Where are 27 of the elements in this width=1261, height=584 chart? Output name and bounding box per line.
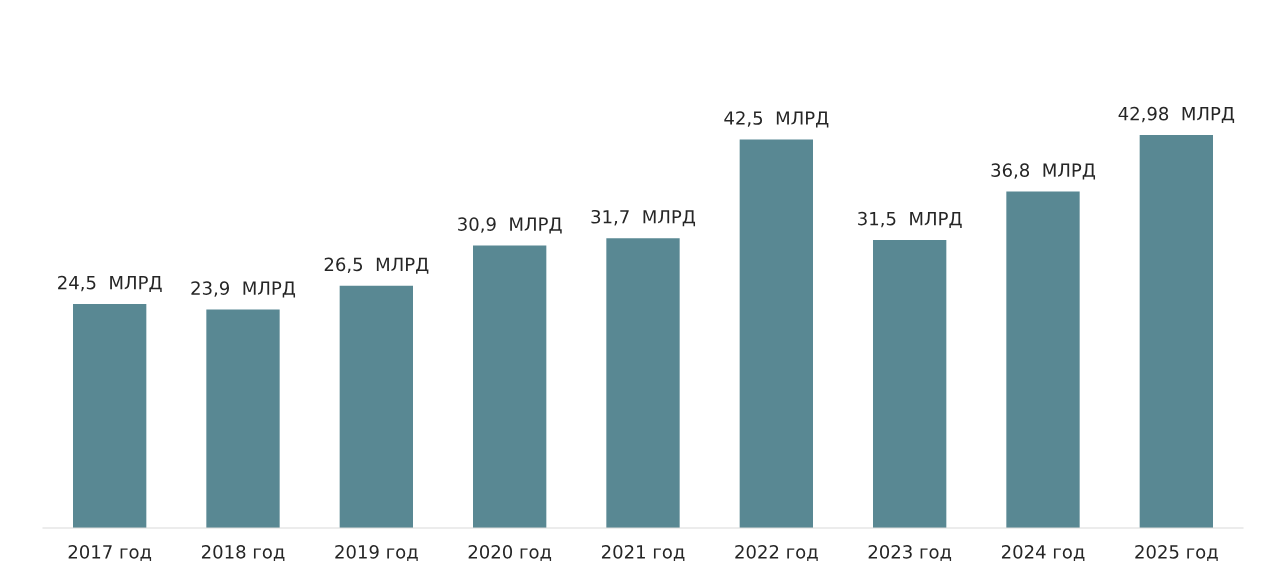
x-tick-label: 2025 год bbox=[1135, 544, 1218, 561]
x-tick-label: 2020 год bbox=[468, 544, 552, 561]
x-tick-label: 2021 год bbox=[601, 544, 685, 561]
data-label: 31,5 МЛРД bbox=[858, 211, 962, 228]
x-tick-label: 2017 год bbox=[68, 544, 152, 561]
bar bbox=[73, 304, 147, 528]
bar bbox=[206, 309, 280, 528]
x-tick-label: 2019 год bbox=[335, 544, 418, 561]
data-label: 23,9 МЛРД bbox=[191, 281, 296, 298]
bar bbox=[739, 139, 813, 528]
bar bbox=[339, 285, 413, 528]
data-label: 36,8 МЛРД bbox=[991, 163, 1096, 180]
x-tick-label: 2023 год bbox=[868, 544, 952, 561]
bar bbox=[1139, 135, 1213, 528]
data-label: 26,5 МЛРД bbox=[324, 257, 429, 274]
data-label: 42,98 МЛРД bbox=[1118, 106, 1235, 124]
bar bbox=[606, 238, 680, 528]
bar bbox=[873, 240, 947, 528]
bar bbox=[1006, 191, 1080, 528]
data-label: 24,5 МЛРД bbox=[58, 275, 162, 292]
data-label: 42,5 МЛРД bbox=[724, 111, 829, 128]
data-label: 31,7 МЛРД bbox=[591, 209, 696, 227]
bar bbox=[473, 245, 547, 528]
x-tick-label: 2018 год bbox=[201, 544, 285, 561]
data-label: 30,9 МЛРД bbox=[458, 217, 562, 234]
x-tick-label: 2022 год bbox=[735, 544, 818, 561]
x-tick-label: 2024 год bbox=[1001, 544, 1085, 561]
